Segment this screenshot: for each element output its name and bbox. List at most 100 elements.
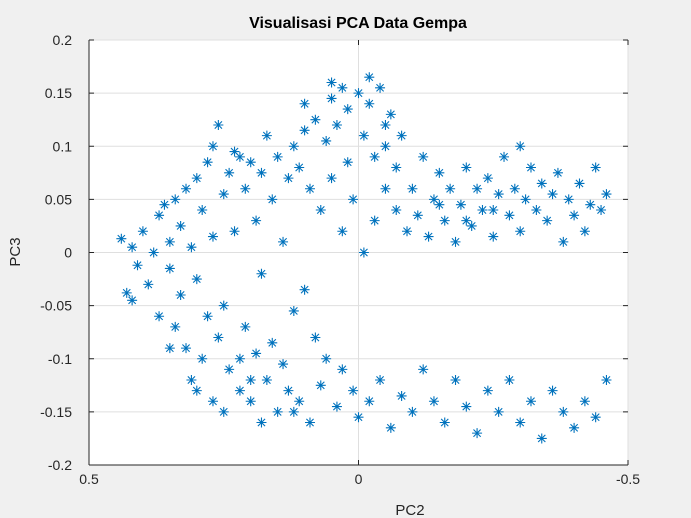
data-point bbox=[127, 242, 138, 253]
x-tick-label: 0.5 bbox=[79, 471, 99, 487]
data-point bbox=[299, 98, 310, 109]
data-point bbox=[213, 332, 224, 343]
data-point bbox=[504, 375, 515, 385]
data-point bbox=[472, 183, 483, 194]
data-point bbox=[170, 194, 181, 205]
data-point bbox=[418, 364, 429, 375]
data-point bbox=[375, 375, 386, 385]
data-point bbox=[191, 385, 202, 396]
data-point bbox=[127, 295, 138, 306]
data-point bbox=[261, 130, 272, 141]
points-layer bbox=[116, 72, 612, 444]
data-point bbox=[445, 183, 456, 194]
data-point bbox=[116, 233, 127, 244]
data-point bbox=[337, 364, 348, 375]
data-point bbox=[364, 396, 375, 407]
data-point bbox=[175, 290, 186, 300]
data-point bbox=[536, 178, 547, 189]
data-point bbox=[353, 88, 364, 99]
data-point bbox=[181, 183, 192, 194]
y-tick-label: 0.1 bbox=[53, 138, 73, 154]
data-point bbox=[175, 220, 186, 231]
data-point bbox=[461, 401, 472, 412]
data-point bbox=[353, 412, 364, 423]
data-point bbox=[256, 167, 267, 178]
data-point bbox=[466, 220, 477, 231]
x-tick-label: -0.5 bbox=[616, 471, 640, 487]
data-point bbox=[342, 157, 353, 168]
data-point bbox=[439, 215, 450, 226]
data-point bbox=[385, 422, 396, 433]
data-point bbox=[164, 263, 175, 274]
data-point bbox=[148, 247, 159, 258]
data-point bbox=[482, 173, 493, 184]
data-point bbox=[202, 311, 213, 322]
data-point bbox=[267, 337, 278, 348]
data-point bbox=[245, 375, 256, 385]
data-point bbox=[461, 215, 472, 226]
data-point bbox=[326, 77, 337, 88]
data-point bbox=[601, 189, 612, 200]
data-point bbox=[278, 236, 289, 247]
data-point bbox=[369, 151, 380, 162]
data-point bbox=[385, 109, 396, 120]
data-point bbox=[310, 114, 321, 125]
data-point bbox=[132, 260, 143, 271]
data-point bbox=[288, 141, 299, 152]
data-point bbox=[525, 162, 536, 173]
data-point bbox=[321, 353, 332, 364]
data-point bbox=[472, 428, 483, 439]
data-point bbox=[229, 146, 240, 157]
data-point bbox=[515, 141, 526, 152]
data-point bbox=[240, 321, 251, 332]
data-point bbox=[218, 189, 229, 200]
data-point bbox=[423, 231, 434, 242]
data-point bbox=[504, 210, 515, 221]
data-point bbox=[579, 396, 590, 407]
data-point bbox=[159, 199, 170, 210]
data-point bbox=[331, 401, 342, 412]
data-point bbox=[418, 151, 429, 162]
data-point bbox=[342, 104, 353, 115]
data-point bbox=[407, 183, 418, 194]
data-point bbox=[450, 375, 461, 385]
data-point bbox=[234, 151, 245, 162]
data-point bbox=[358, 130, 369, 141]
y-tick-label: -0.2 bbox=[48, 457, 72, 473]
data-point bbox=[358, 247, 369, 258]
data-point bbox=[186, 375, 197, 385]
data-point bbox=[455, 199, 466, 210]
data-point bbox=[197, 353, 208, 364]
data-point bbox=[590, 412, 601, 423]
data-point bbox=[601, 375, 612, 385]
data-point bbox=[240, 183, 251, 194]
data-point bbox=[310, 332, 321, 343]
data-point bbox=[412, 210, 423, 221]
data-point bbox=[337, 226, 348, 237]
data-point bbox=[525, 396, 536, 407]
data-point bbox=[493, 189, 504, 200]
data-point bbox=[547, 385, 558, 396]
data-point bbox=[191, 173, 202, 184]
data-point bbox=[186, 242, 197, 253]
data-point bbox=[245, 396, 256, 407]
y-tick-label: 0.15 bbox=[45, 85, 72, 101]
data-point bbox=[391, 205, 402, 215]
x-tick-label: 0 bbox=[355, 471, 363, 487]
data-point bbox=[499, 151, 510, 162]
data-point bbox=[224, 364, 235, 375]
data-point bbox=[402, 226, 413, 237]
data-point bbox=[563, 194, 574, 205]
data-point bbox=[181, 343, 192, 354]
data-point bbox=[531, 205, 542, 215]
data-point bbox=[207, 396, 218, 407]
y-tick-label: -0.1 bbox=[48, 351, 72, 367]
data-point bbox=[509, 183, 520, 194]
data-point bbox=[294, 162, 305, 173]
data-point bbox=[380, 141, 391, 152]
data-point bbox=[283, 385, 294, 396]
data-point bbox=[348, 194, 359, 205]
data-point bbox=[407, 406, 418, 417]
data-point bbox=[164, 236, 175, 247]
data-point bbox=[256, 417, 267, 428]
